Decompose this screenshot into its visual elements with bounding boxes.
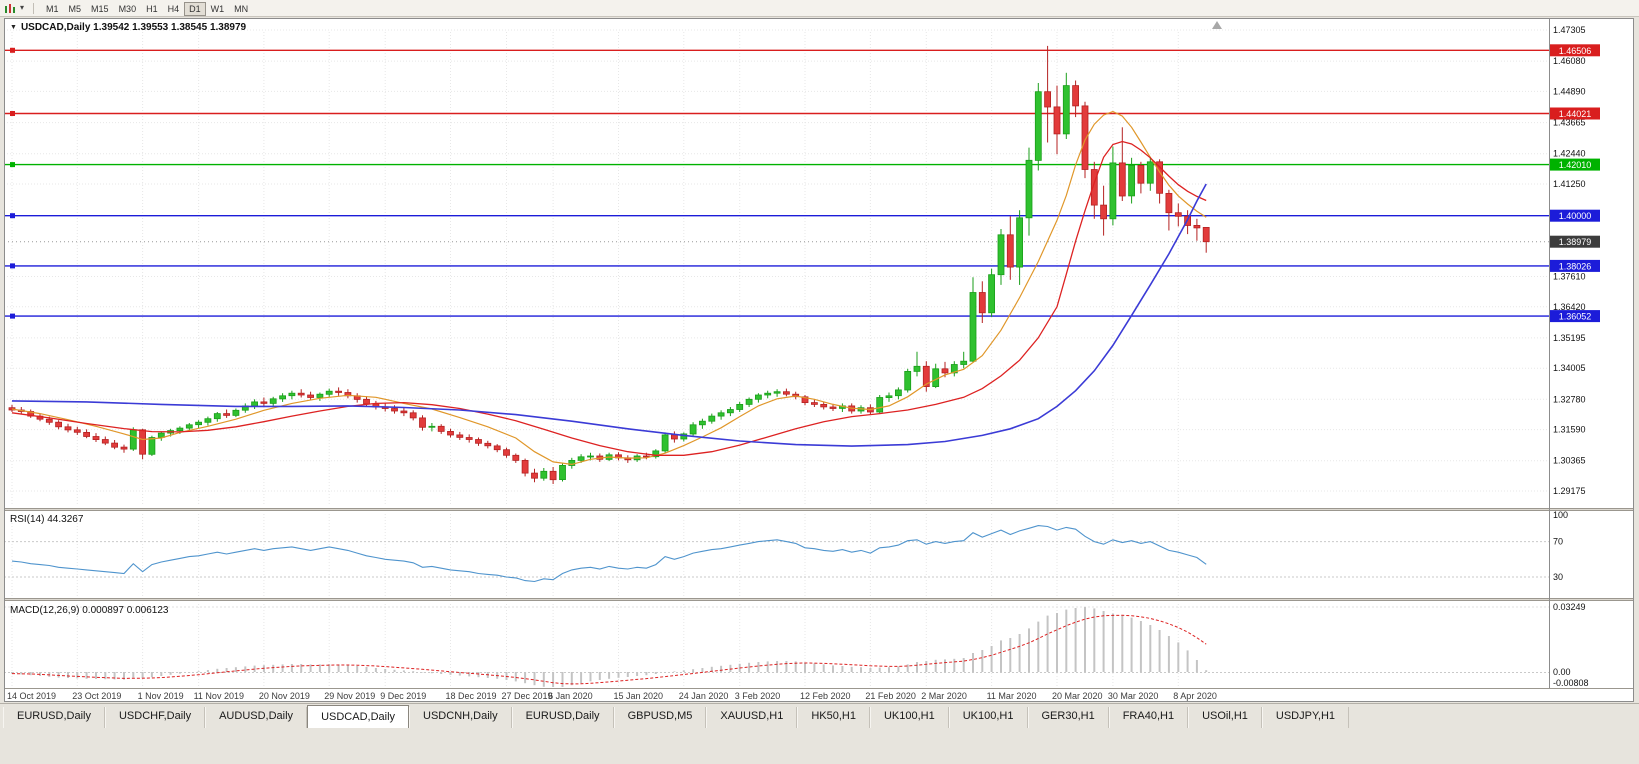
ma-mid-line — [11, 140, 1207, 456]
chart-tab-USDCHF-Daily[interactable]: USDCHF,Daily — [104, 707, 206, 728]
rsi-indicator-label: RSI(14) 44.3267 — [10, 514, 84, 525]
svg-text:1.46506: 1.46506 — [1559, 46, 1592, 56]
price-axis[interactable]: 1.47305 1.46080 1.44890 1.43665 1.42440 1.412… — [1549, 18, 1601, 688]
time-axis[interactable]: 14 Oct 2019 23 Oct 2019 1 Nov 2019 11 Nov 2… — [7, 691, 1217, 701]
moving-averages-layer — [11, 110, 1207, 466]
svg-text:14 Oct 2019: 14 Oct 2019 — [7, 691, 56, 701]
chart-tab-FRA40-H1[interactable]: FRA40,H1 — [1108, 707, 1189, 728]
svg-text:20 Mar 2020: 20 Mar 2020 — [1052, 691, 1103, 701]
chart-tab-XAUUSD-H1[interactable]: XAUUSD,H1 — [706, 707, 798, 728]
svg-text:1.36420: 1.36420 — [1553, 302, 1586, 312]
svg-text:23 Oct 2019: 23 Oct 2019 — [72, 691, 121, 701]
svg-text:0.00: 0.00 — [1553, 667, 1571, 677]
chart-type-caret-icon[interactable]: ▾ — [20, 3, 25, 12]
timeframe-buttons: M1 M5 M15 M30 H1 H4 D1 W1 MN — [41, 0, 253, 17]
chart-tab-EURUSD-Daily[interactable]: EURUSD,Daily — [3, 707, 105, 728]
horizontal-lines-layer[interactable] — [4, 47, 1549, 319]
panel-divider[interactable] — [4, 598, 1634, 601]
svg-text:11 Nov 2019: 11 Nov 2019 — [194, 691, 244, 701]
svg-text:24 Jan 2020: 24 Jan 2020 — [679, 691, 729, 701]
svg-text:1.40000: 1.40000 — [1559, 211, 1592, 221]
timeframe-toolbar: ▾ M1 M5 M15 M30 H1 H4 D1 W1 MN — [0, 0, 1639, 17]
svg-text:1.37610: 1.37610 — [1553, 272, 1586, 282]
chart-tab-AUDUSD-Daily[interactable]: AUDUSD,Daily — [205, 707, 308, 728]
svg-text:1.41250: 1.41250 — [1553, 179, 1586, 189]
svg-text:70: 70 — [1553, 537, 1563, 547]
shift-marker-icon — [1212, 21, 1222, 29]
svg-text:1.32780: 1.32780 — [1553, 394, 1586, 404]
svg-text:9 Dec 2019: 9 Dec 2019 — [380, 691, 426, 701]
svg-text:21 Feb 2020: 21 Feb 2020 — [865, 691, 916, 701]
svg-text:18 Dec 2019: 18 Dec 2019 — [446, 691, 497, 701]
svg-text:1.38026: 1.38026 — [1559, 261, 1592, 271]
svg-text:0.03249: 0.03249 — [1553, 602, 1586, 612]
svg-text:1.31590: 1.31590 — [1553, 425, 1586, 435]
svg-text:1.38979: 1.38979 — [1559, 237, 1592, 247]
svg-text:100: 100 — [1553, 510, 1568, 520]
svg-text:1 Nov 2019: 1 Nov 2019 — [138, 691, 184, 701]
timeframe-button-M5[interactable]: M5 — [68, 4, 82, 14]
rsi-line — [11, 525, 1207, 583]
svg-text:1.35195: 1.35195 — [1553, 333, 1586, 343]
chart-tab-HK50-H1[interactable]: HK50,H1 — [797, 707, 870, 728]
svg-text:1.44890: 1.44890 — [1553, 86, 1586, 96]
svg-text:1.29175: 1.29175 — [1553, 486, 1586, 496]
svg-text:3 Feb 2020: 3 Feb 2020 — [735, 691, 781, 701]
svg-text:1.42010: 1.42010 — [1559, 160, 1592, 170]
svg-text:-0.00808: -0.00808 — [1553, 678, 1589, 688]
chart-tab-USOil-H1[interactable]: USOil,H1 — [1188, 707, 1262, 728]
svg-text:1.30365: 1.30365 — [1553, 456, 1586, 466]
chart-type-icon[interactable] — [4, 3, 17, 14]
svg-text:8 Apr 2020: 8 Apr 2020 — [1173, 691, 1217, 701]
chart-tab-GER30-H1[interactable]: GER30,H1 — [1027, 707, 1109, 728]
timeframe-button-H4[interactable]: H4 — [167, 4, 180, 14]
macd-panel — [4, 606, 1549, 687]
timeframe-button-MN[interactable]: MN — [234, 4, 249, 14]
svg-text:1.43665: 1.43665 — [1553, 118, 1586, 128]
status-strip — [0, 728, 1639, 764]
chart-tab-UK100-H1[interactable]: UK100,H1 — [948, 707, 1028, 728]
toolbar-separator — [33, 2, 35, 14]
chart-tab-USDCNH-Daily[interactable]: USDCNH,Daily — [409, 707, 512, 728]
svg-text:1.42440: 1.42440 — [1553, 149, 1586, 159]
svg-text:20 Nov 2019: 20 Nov 2019 — [259, 691, 310, 701]
svg-text:1.34005: 1.34005 — [1553, 363, 1586, 373]
panel-divider[interactable] — [4, 508, 1634, 511]
svg-text:30 Mar 2020: 30 Mar 2020 — [1108, 691, 1159, 701]
svg-text:6 Jan 2020: 6 Jan 2020 — [548, 691, 593, 701]
svg-text:15 Jan 2020: 15 Jan 2020 — [614, 691, 664, 701]
chart-tab-GBPUSD-M5[interactable]: GBPUSD,M5 — [613, 707, 707, 728]
timeframe-button-D1[interactable]: D1 — [184, 2, 206, 16]
timeframe-button-W1[interactable]: W1 — [210, 4, 225, 14]
svg-text:11 Mar 2020: 11 Mar 2020 — [987, 691, 1037, 701]
rsi-panel — [4, 525, 1549, 583]
macd-indicator-label: MACD(12,26,9) 0.000897 0.006123 — [10, 605, 169, 616]
chart-tab-USDCAD-Daily[interactable]: USDCAD,Daily — [307, 705, 410, 728]
svg-text:1.36052: 1.36052 — [1559, 312, 1592, 322]
svg-text:29 Nov 2019: 29 Nov 2019 — [324, 691, 375, 701]
chart-tab-USDJPY-H1[interactable]: USDJPY,H1 — [1261, 707, 1350, 728]
svg-text:1.44021: 1.44021 — [1559, 109, 1592, 119]
timeframe-button-M15[interactable]: M15 — [91, 4, 109, 14]
chart-title: ▼ USDCAD,Daily 1.39542 1.39553 1.38545 1… — [10, 22, 246, 33]
chart-tabs-bar: EURUSD,Daily USDCHF,Daily AUDUSD,Daily USDC… — [0, 703, 1639, 728]
svg-text:12 Feb 2020: 12 Feb 2020 — [800, 691, 851, 701]
svg-text:1.47305: 1.47305 — [1553, 25, 1586, 35]
chart-tab-UK100-H1[interactable]: UK100,H1 — [869, 707, 949, 728]
chart-tab-EURUSD-Daily[interactable]: EURUSD,Daily — [511, 707, 614, 728]
chart-canvas[interactable]: 1.47305 1.46080 1.44890 1.43665 1.42440 1.412… — [4, 18, 1634, 702]
svg-text:2 Mar 2020: 2 Mar 2020 — [921, 691, 967, 701]
timeframe-button-H1[interactable]: H1 — [146, 4, 158, 14]
timeframe-button-M1[interactable]: M1 — [46, 4, 59, 14]
timeframe-button-M30[interactable]: M30 — [118, 4, 137, 14]
svg-text:27 Dec 2019: 27 Dec 2019 — [502, 691, 553, 701]
chart-title-text: USDCAD,Daily 1.39542 1.39553 1.38545 1.3… — [20, 22, 247, 33]
grid-layer — [4, 29, 1549, 686]
svg-text:1.46080: 1.46080 — [1553, 56, 1586, 66]
chart-window: 1.47305 1.46080 1.44890 1.43665 1.42440 1.412… — [4, 18, 1634, 702]
symbol-caret-icon[interactable]: ▼ — [10, 24, 17, 31]
ma-slow-line — [11, 183, 1207, 447]
svg-text:30: 30 — [1553, 572, 1563, 582]
